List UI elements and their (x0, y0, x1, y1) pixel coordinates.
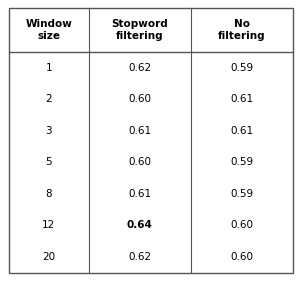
Text: 8: 8 (46, 189, 52, 199)
Text: 0.60: 0.60 (230, 252, 253, 262)
Text: 0.59: 0.59 (230, 189, 253, 199)
Text: 0.59: 0.59 (230, 157, 253, 167)
Text: 0.61: 0.61 (128, 126, 151, 136)
Text: 3: 3 (46, 126, 52, 136)
Text: 12: 12 (42, 220, 56, 230)
Text: 0.62: 0.62 (128, 63, 151, 73)
Text: 0.61: 0.61 (128, 189, 151, 199)
Text: 2: 2 (46, 94, 52, 104)
Text: 0.59: 0.59 (230, 63, 253, 73)
Text: 0.60: 0.60 (128, 157, 151, 167)
Text: 0.64: 0.64 (127, 220, 153, 230)
Text: Window
size: Window size (25, 19, 72, 41)
Text: 0.62: 0.62 (128, 252, 151, 262)
Text: 0.61: 0.61 (230, 94, 253, 104)
Text: Stopword
filtering: Stopword filtering (111, 19, 168, 41)
Text: 20: 20 (42, 252, 55, 262)
Text: 0.60: 0.60 (230, 220, 253, 230)
Text: 1: 1 (46, 63, 52, 73)
Text: 0.60: 0.60 (128, 94, 151, 104)
Text: 5: 5 (46, 157, 52, 167)
Text: 0.61: 0.61 (230, 126, 253, 136)
Text: No
filtering: No filtering (218, 19, 266, 41)
